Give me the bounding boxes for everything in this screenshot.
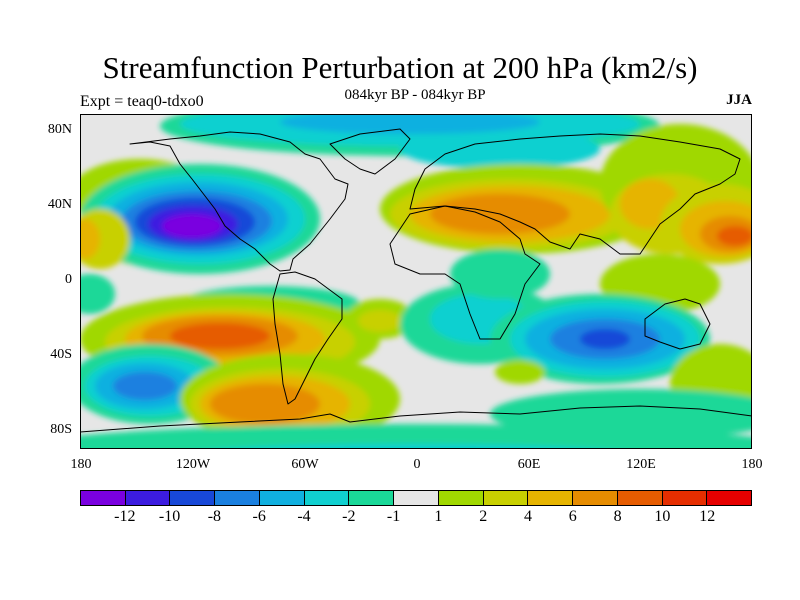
colorbar	[81, 491, 752, 505]
colorbar-label: -6	[252, 508, 266, 525]
africa-outline	[389, 205, 541, 340]
colorbar-label: 6	[568, 508, 577, 525]
colorbar-swatch	[394, 491, 439, 505]
antarctica-outline	[80, 405, 752, 433]
colorbar-swatch	[259, 491, 305, 505]
greenland-outline	[329, 128, 411, 175]
colorbar-swatch	[528, 491, 574, 505]
map-panel	[80, 114, 752, 449]
colorbar-swatch	[662, 491, 708, 505]
south-america-outline	[272, 271, 343, 405]
y-label-0: 0	[65, 272, 72, 287]
x-label-60w: 60W	[291, 457, 319, 472]
australia-outline	[644, 298, 711, 350]
x-label-180e: 180	[741, 457, 763, 472]
colorbar-swatch	[304, 491, 350, 505]
y-label-80s: 80S	[50, 422, 72, 437]
continent-coastlines	[80, 128, 752, 433]
colorbar-swatch	[349, 491, 395, 505]
colorbar-swatch	[215, 491, 260, 505]
y-label-80n: 80N	[47, 122, 72, 137]
x-label-60e: 60E	[517, 457, 541, 472]
north-america-outline	[129, 131, 349, 272]
experiment-label: Expt = teaq0-tdxo0	[80, 93, 204, 110]
colorbar-swatch	[125, 491, 171, 505]
map-frame	[80, 114, 752, 449]
y-label-40s: 40S	[50, 347, 72, 362]
x-label-120w: 120W	[175, 457, 211, 472]
colorbar-swatch	[81, 491, 126, 505]
colorbar-label: -2	[342, 508, 356, 525]
y-label-40n: 40N	[47, 197, 72, 212]
eurasia-outline	[409, 133, 741, 255]
plot-subtitle: 084kyr BP - 084kyr BP	[344, 87, 486, 103]
x-label-120e: 120E	[626, 457, 656, 472]
colorbar-swatch	[707, 491, 752, 505]
x-label-0: 0	[413, 457, 421, 472]
colorbar-label: -8	[207, 508, 222, 525]
x-label-180w: 180	[70, 457, 92, 472]
colorbar-swatch	[483, 491, 529, 505]
colorbar-label: 10	[654, 508, 671, 525]
contour-fields	[80, 114, 752, 449]
plot-title: Streamfunction Perturbation at 200 hPa (…	[102, 50, 698, 85]
colorbar-swatch	[438, 491, 484, 505]
season-label: JJA	[726, 92, 752, 108]
colorbar-swatch	[573, 491, 618, 505]
colorbar-label: 12	[699, 508, 716, 525]
colorbar-label: -12	[114, 508, 136, 525]
colorbar-label: 4	[524, 508, 532, 525]
colorbar-label: -10	[158, 508, 181, 525]
colorbar-label: -4	[297, 508, 311, 525]
colorbar-swatch	[170, 491, 216, 505]
colorbar-label: 2	[479, 508, 488, 525]
colorbar-label: 8	[613, 508, 622, 525]
colorbar-label: 1	[434, 508, 443, 525]
colorbar-label: -1	[386, 508, 401, 525]
contour-map	[80, 114, 752, 449]
colorbar-swatch	[617, 491, 663, 505]
